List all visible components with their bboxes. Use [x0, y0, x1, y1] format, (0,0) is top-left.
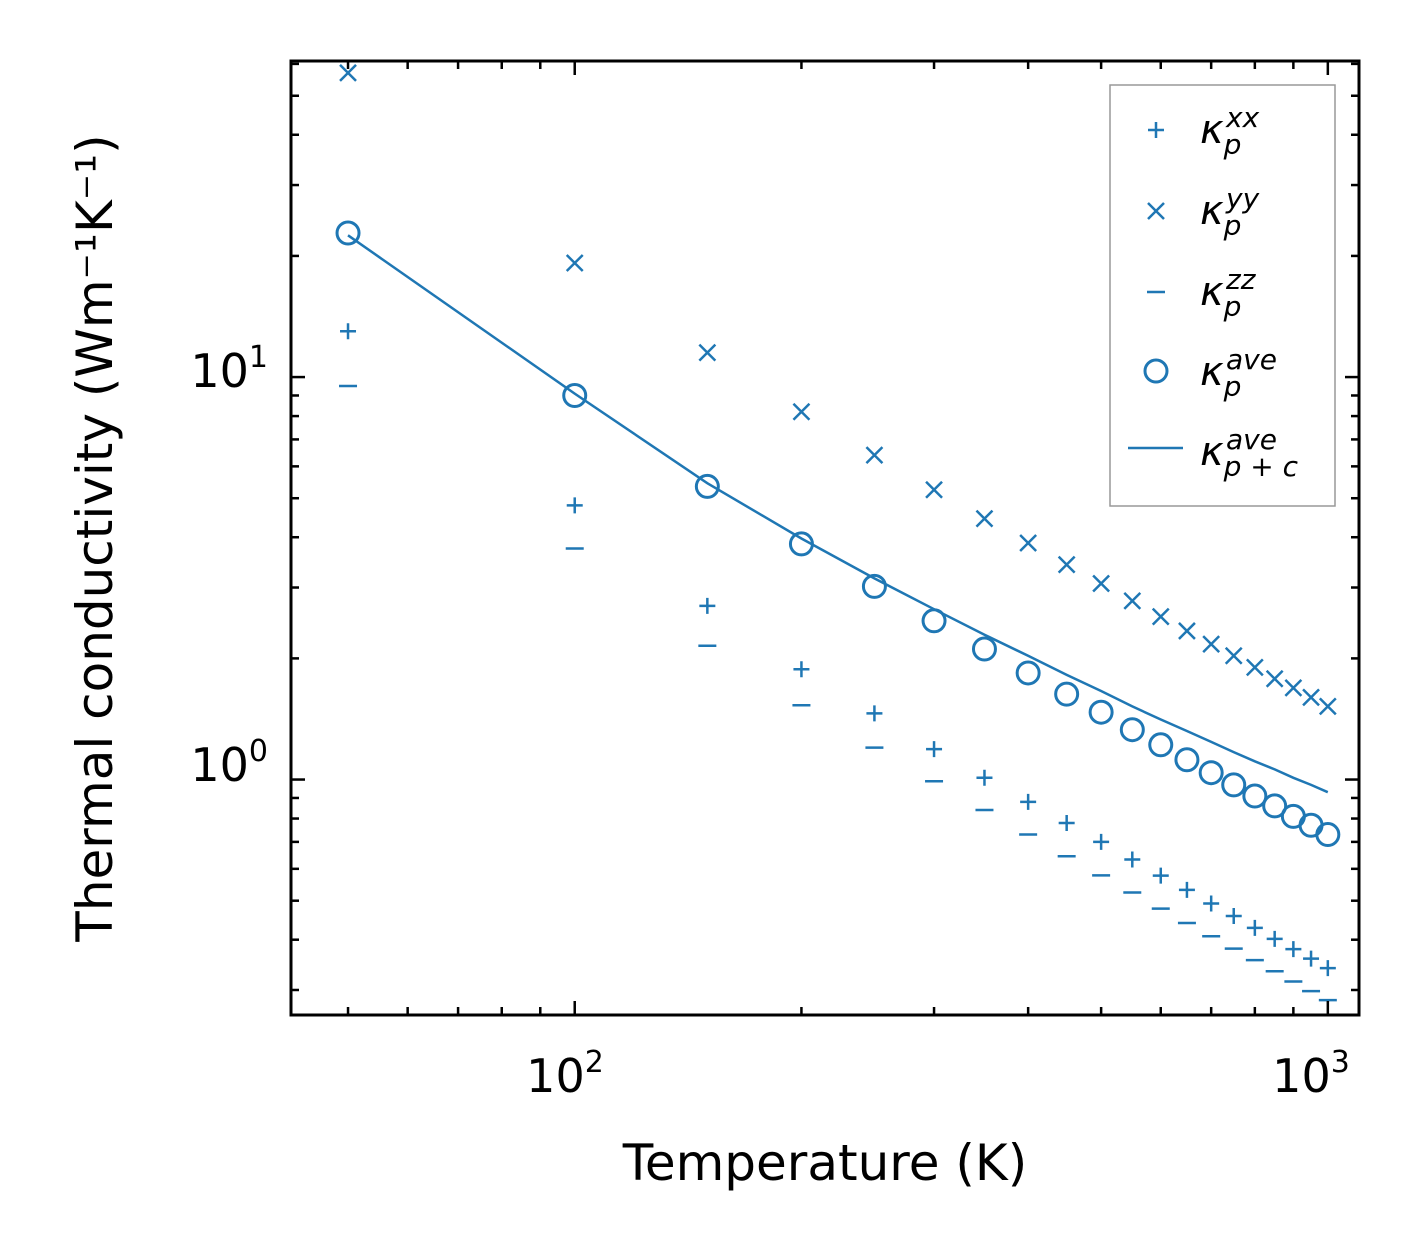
- legend-key-circle: [1143, 358, 1169, 384]
- y-axis-label: Thermal conductivity (Wm⁻¹K⁻¹): [66, 134, 124, 942]
- legend-label-kzz: κpzz: [1200, 263, 1257, 323]
- data-point: [1242, 783, 1268, 809]
- data-point: [793, 661, 810, 678]
- data-point: [1088, 699, 1114, 725]
- data-point: [1093, 833, 1110, 850]
- legend-label-kxx: κpxx: [1200, 101, 1260, 161]
- data-point: [699, 597, 716, 614]
- data-point: [565, 254, 584, 272]
- data-point: [335, 220, 361, 246]
- data-point: [1015, 660, 1041, 686]
- data-point: [566, 497, 583, 514]
- data-point: [1298, 812, 1324, 838]
- data-point: [926, 741, 943, 758]
- data-point: [1225, 908, 1242, 925]
- legend: κpxx κpyy κpzz κpave κp + cave: [1109, 84, 1336, 507]
- data-point: [1285, 941, 1302, 958]
- legend-frame: [1109, 84, 1336, 507]
- data-point: [1152, 867, 1169, 884]
- data-point: [792, 402, 811, 421]
- legend-label-kyy: κpyy: [1200, 182, 1260, 242]
- data-point: [1246, 919, 1263, 936]
- x-axis-label: Temperature (K): [622, 1134, 1027, 1192]
- data-point: [1174, 747, 1200, 773]
- data-point: [1319, 960, 1336, 977]
- data-point: [1151, 607, 1170, 626]
- data-point: [1019, 534, 1038, 552]
- data-point: [1198, 760, 1224, 786]
- series-3: [339, 384, 1337, 1002]
- data-point: [340, 323, 357, 340]
- series-5: [347, 234, 1329, 794]
- data-point: [861, 573, 887, 599]
- plot-marks: [335, 63, 1341, 1002]
- data-point: [1303, 950, 1320, 967]
- data-point: [698, 343, 717, 362]
- legend-label-kave: κpave: [1200, 343, 1277, 403]
- y-tick-label-10e1: 101: [190, 340, 268, 398]
- data-point: [1057, 555, 1076, 574]
- data-point: [1054, 681, 1080, 707]
- x-tick-label-10e3: 103: [1272, 1045, 1350, 1103]
- data-point: [976, 769, 993, 786]
- data-point: [1148, 732, 1174, 758]
- data-point: [866, 705, 883, 722]
- data-point: [971, 636, 997, 662]
- data-point: [1266, 930, 1283, 947]
- legend-keys: [1128, 122, 1183, 450]
- data-point: [1203, 895, 1220, 912]
- data-point: [694, 473, 720, 499]
- data-point: [1119, 717, 1145, 743]
- data-point: [1058, 814, 1075, 831]
- plot-frame: [289, 59, 1361, 1017]
- data-point: [1262, 793, 1288, 819]
- data-point: [1302, 688, 1320, 707]
- data-point: [1315, 822, 1341, 848]
- y-tick-label-10e0: 100: [190, 734, 268, 792]
- data-point: [925, 480, 943, 499]
- legend-key-plus: [1148, 122, 1164, 138]
- data-point: [1265, 669, 1284, 688]
- data-point: [562, 382, 588, 408]
- data-point: [1284, 678, 1303, 697]
- data-point: [1092, 574, 1111, 593]
- data-point: [1020, 793, 1037, 810]
- data-point: [1178, 622, 1196, 640]
- legend-key-x: [1147, 202, 1165, 220]
- data-point: [1202, 635, 1221, 654]
- data-point: [1245, 658, 1264, 677]
- data-point: [1178, 881, 1195, 898]
- data-point: [865, 446, 884, 464]
- data-point: [1318, 697, 1337, 716]
- data-point: [1221, 772, 1247, 798]
- series-2: [339, 63, 1337, 716]
- data-point: [975, 509, 994, 528]
- data-point: [1123, 591, 1142, 610]
- data-point: [1124, 851, 1141, 868]
- data-point: [339, 63, 357, 82]
- legend-label-kpc-ave: κp + cave: [1200, 423, 1299, 483]
- series-line: [347, 234, 1329, 794]
- x-tick-label-10e2: 102: [526, 1045, 604, 1103]
- data-point: [1224, 646, 1243, 665]
- series-1: [340, 323, 1336, 977]
